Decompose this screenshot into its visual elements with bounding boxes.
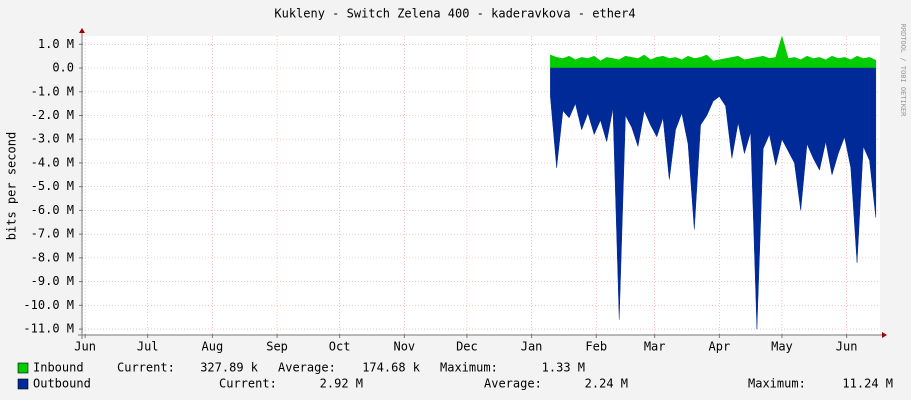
legend-stat-label: Maximum: [440,361,498,375]
chart-title: Kukleny - Switch Zelena 400 - kaderavkov… [274,7,635,21]
y-tick-label: -10.0 M [23,298,74,312]
x-tick-label: Sep [266,340,288,354]
y-axis-label: bits per second [5,132,19,240]
y-tick-label: -3.0 M [31,132,74,146]
arrow [79,28,85,33]
y-tick-label: -6.0 M [31,203,74,217]
y-tick-label: 0.0 [52,61,74,75]
legend-stat-value: 1.33 M [542,361,585,375]
y-tick-label: 1.0 M [38,37,74,51]
x-tick-label: Aug [202,340,224,354]
legend-label: Inbound [33,361,84,375]
x-tick-label: Jul [137,340,159,354]
legend-stat-label: Average: [278,361,336,375]
legend-stat-value: 2.24 M [585,377,628,391]
x-tick-label: Nov [393,340,415,354]
legend-stat-label: Maximum: [748,377,806,391]
legend-stat-label: Average: [484,377,542,391]
area [550,35,877,69]
legend-stat-value: 11.24 M [842,377,893,391]
legend-swatch [17,378,29,390]
y-tick-label: -4.0 M [31,155,74,169]
y-tick-label: -8.0 M [31,250,74,264]
legend-stat-label: Current: [219,377,277,391]
x-tick-label: Jun [74,340,96,354]
x-tick-label: Oct [329,340,351,354]
arrow [882,332,887,338]
legend-stat-label: Current: [117,361,175,375]
area [550,67,877,330]
x-tick-label: Jan [521,340,543,354]
legend-stat-value: 327.89 k [200,361,259,375]
y-tick-label: -1.0 M [31,84,74,98]
x-tick-label: Feb [585,340,607,354]
x-tick-label: Jun [836,340,858,354]
y-tick-label: -7.0 M [31,227,74,241]
x-tick-label: May [771,340,793,354]
y-tick-label: -9.0 M [31,274,74,288]
y-tick-label: -5.0 M [31,179,74,193]
legend-label: Outbound [33,377,91,391]
legend-stat-value: 174.68 k [362,361,421,375]
legend-stat-value: 2.92 M [320,377,363,391]
y-tick-label: -11.0 M [23,322,74,336]
x-tick-label: Mar [644,340,666,354]
side-note: RRDTOOL / TOBI OETIKER [899,24,907,118]
legend-swatch [17,362,29,374]
x-tick-label: Dec [456,340,478,354]
x-tick-label: Apr [709,340,731,354]
y-tick-label: -2.0 M [31,108,74,122]
